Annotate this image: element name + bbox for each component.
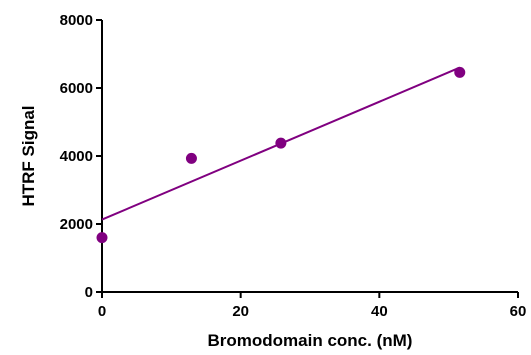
data-point <box>454 66 466 78</box>
x-tick-label: 60 <box>510 303 527 320</box>
x-tick-label: 20 <box>232 303 249 320</box>
data-point <box>185 152 197 164</box>
x-tick-label: 40 <box>371 303 388 320</box>
data-point <box>275 137 287 149</box>
data-points <box>96 66 466 244</box>
y-tick-label: 0 <box>85 284 93 301</box>
x-axis-title: Bromodomain conc. (nM) <box>208 331 413 350</box>
axes <box>96 19 519 298</box>
x-tick-label: 0 <box>98 303 106 320</box>
y-tick-label: 4000 <box>60 148 93 165</box>
y-tick-label: 6000 <box>60 80 93 97</box>
data-point <box>96 232 108 244</box>
y-tick-label: 2000 <box>60 216 93 233</box>
y-axis-title: HTRF Signal <box>19 105 38 206</box>
y-tick-label: 8000 <box>60 12 93 29</box>
tick-labels: 0 20 40 60 0 2000 4000 6000 8000 <box>60 12 527 320</box>
